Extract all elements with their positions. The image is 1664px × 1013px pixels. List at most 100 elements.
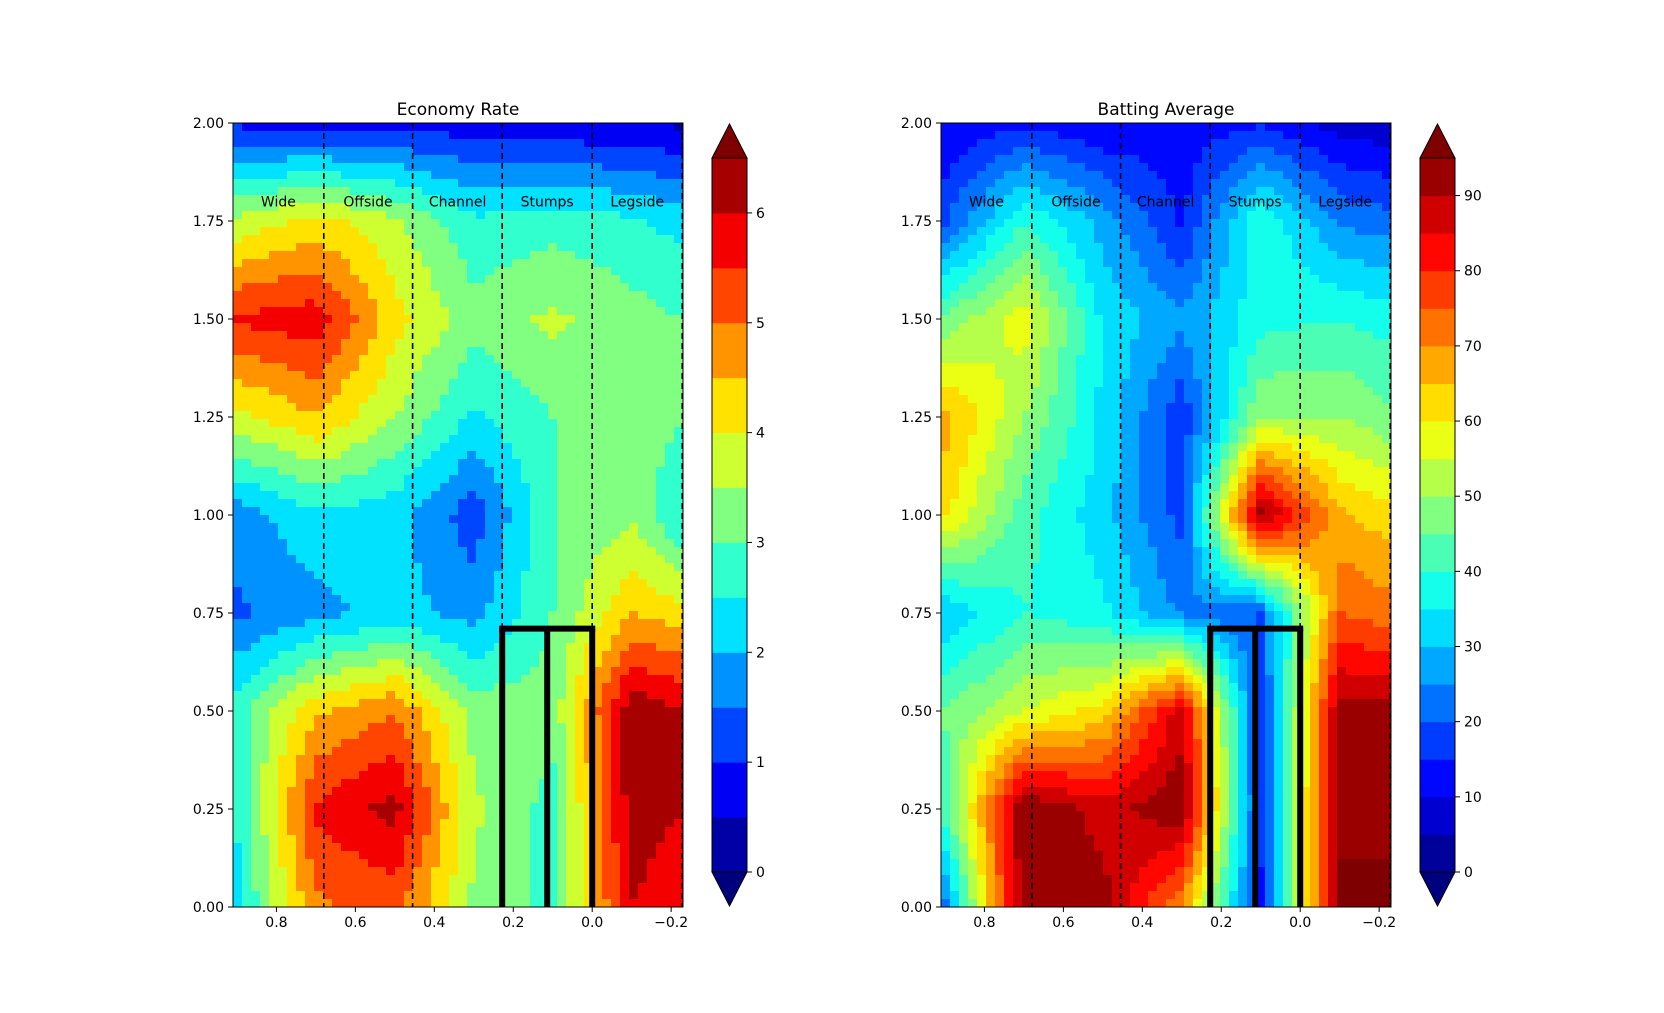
contour-cell	[602, 627, 612, 636]
contour-cell	[422, 667, 432, 676]
contour-cell	[368, 435, 378, 444]
contour-cell	[449, 595, 459, 604]
contour-cell	[449, 339, 459, 348]
contour-cell	[377, 379, 387, 388]
contour-cell	[665, 779, 675, 788]
contour-cell	[269, 563, 279, 572]
contour-cell	[314, 723, 324, 732]
contour-cell	[305, 235, 315, 244]
contour-cell	[278, 643, 288, 652]
contour-cell	[314, 715, 324, 724]
contour-cell	[314, 419, 324, 428]
contour-cell	[449, 355, 459, 364]
contour-cell	[620, 531, 630, 540]
contour-cell	[431, 267, 441, 276]
contour-cell	[539, 555, 549, 564]
contour-cell	[260, 579, 270, 588]
contour-cell	[575, 739, 585, 748]
contour-cell	[404, 611, 414, 620]
contour-cell	[269, 627, 279, 636]
contour-cell	[332, 883, 342, 892]
contour-cell	[503, 843, 513, 852]
colorbar-tick-label: 4	[756, 426, 765, 442]
contour-cell	[377, 883, 387, 892]
contour-cell	[404, 275, 414, 284]
contour-cell	[557, 395, 567, 404]
contour-cell	[332, 443, 342, 452]
contour-cell	[251, 531, 261, 540]
contour-cell	[458, 467, 468, 476]
contour-cell	[494, 611, 504, 620]
contour-cell	[431, 851, 441, 860]
contour-cell	[350, 683, 360, 692]
contour-cell	[593, 547, 603, 556]
contour-cell	[377, 499, 387, 508]
contour-cell	[629, 291, 639, 300]
contour-cell	[422, 443, 432, 452]
contour-cell	[548, 595, 558, 604]
contour-cell	[431, 139, 441, 148]
contour-cell	[575, 211, 585, 220]
contour-cell	[665, 619, 675, 628]
zone-label: Legside	[610, 194, 664, 210]
contour-cell	[431, 579, 441, 588]
contour-cell	[476, 267, 486, 276]
contour-cell	[296, 603, 306, 612]
contour-cell	[530, 355, 540, 364]
contour-cell	[233, 515, 243, 524]
contour-cell	[440, 163, 450, 172]
contour-cell	[629, 131, 639, 140]
contour-cell	[494, 171, 504, 180]
contour-cell	[665, 219, 675, 228]
contour-cell	[557, 499, 567, 508]
contour-cell	[260, 419, 270, 428]
contour-cell	[350, 123, 360, 132]
contour-cell	[305, 291, 315, 300]
contour-cell	[386, 323, 396, 332]
contour-cell	[593, 275, 603, 284]
contour-cell	[602, 883, 612, 892]
contour-cell	[413, 179, 423, 188]
contour-cell	[593, 875, 603, 884]
contour-cell	[512, 467, 522, 476]
contour-cell	[323, 803, 333, 812]
contour-cell	[458, 819, 468, 828]
contour-cell	[341, 691, 351, 700]
contour-cell	[548, 795, 558, 804]
contour-cell	[485, 603, 495, 612]
contour-cell	[620, 275, 630, 284]
contour-cell	[494, 899, 504, 907]
contour-cell	[674, 739, 683, 748]
contour-cell	[305, 635, 315, 644]
contour-cell	[512, 835, 522, 844]
contour-cell	[368, 667, 378, 676]
contour-cell	[431, 715, 441, 724]
contour-cell	[305, 675, 315, 684]
contour-cell	[431, 603, 441, 612]
contour-cell	[449, 227, 459, 236]
contour-cell	[368, 483, 378, 492]
contour-cell	[539, 779, 549, 788]
contour-cell	[602, 299, 612, 308]
contour-cell	[512, 531, 522, 540]
contour-cell	[512, 443, 522, 452]
contour-cell	[350, 219, 360, 228]
contour-cell	[395, 211, 405, 220]
contour-cell	[431, 211, 441, 220]
contour-cell	[647, 603, 657, 612]
contour-cell	[539, 467, 549, 476]
contour-cell	[233, 443, 243, 452]
contour-cell	[260, 539, 270, 548]
contour-cell	[368, 523, 378, 532]
contour-cell	[404, 603, 414, 612]
contour-cell	[539, 747, 549, 756]
contour-cell	[539, 667, 549, 676]
contour-cell	[476, 243, 486, 252]
contour-cell	[458, 779, 468, 788]
contour-cell	[233, 587, 243, 596]
contour-cell	[395, 147, 405, 156]
contour-cell	[269, 339, 279, 348]
contour-cell	[296, 883, 306, 892]
contour-cell	[656, 291, 666, 300]
contour-cell	[656, 779, 666, 788]
